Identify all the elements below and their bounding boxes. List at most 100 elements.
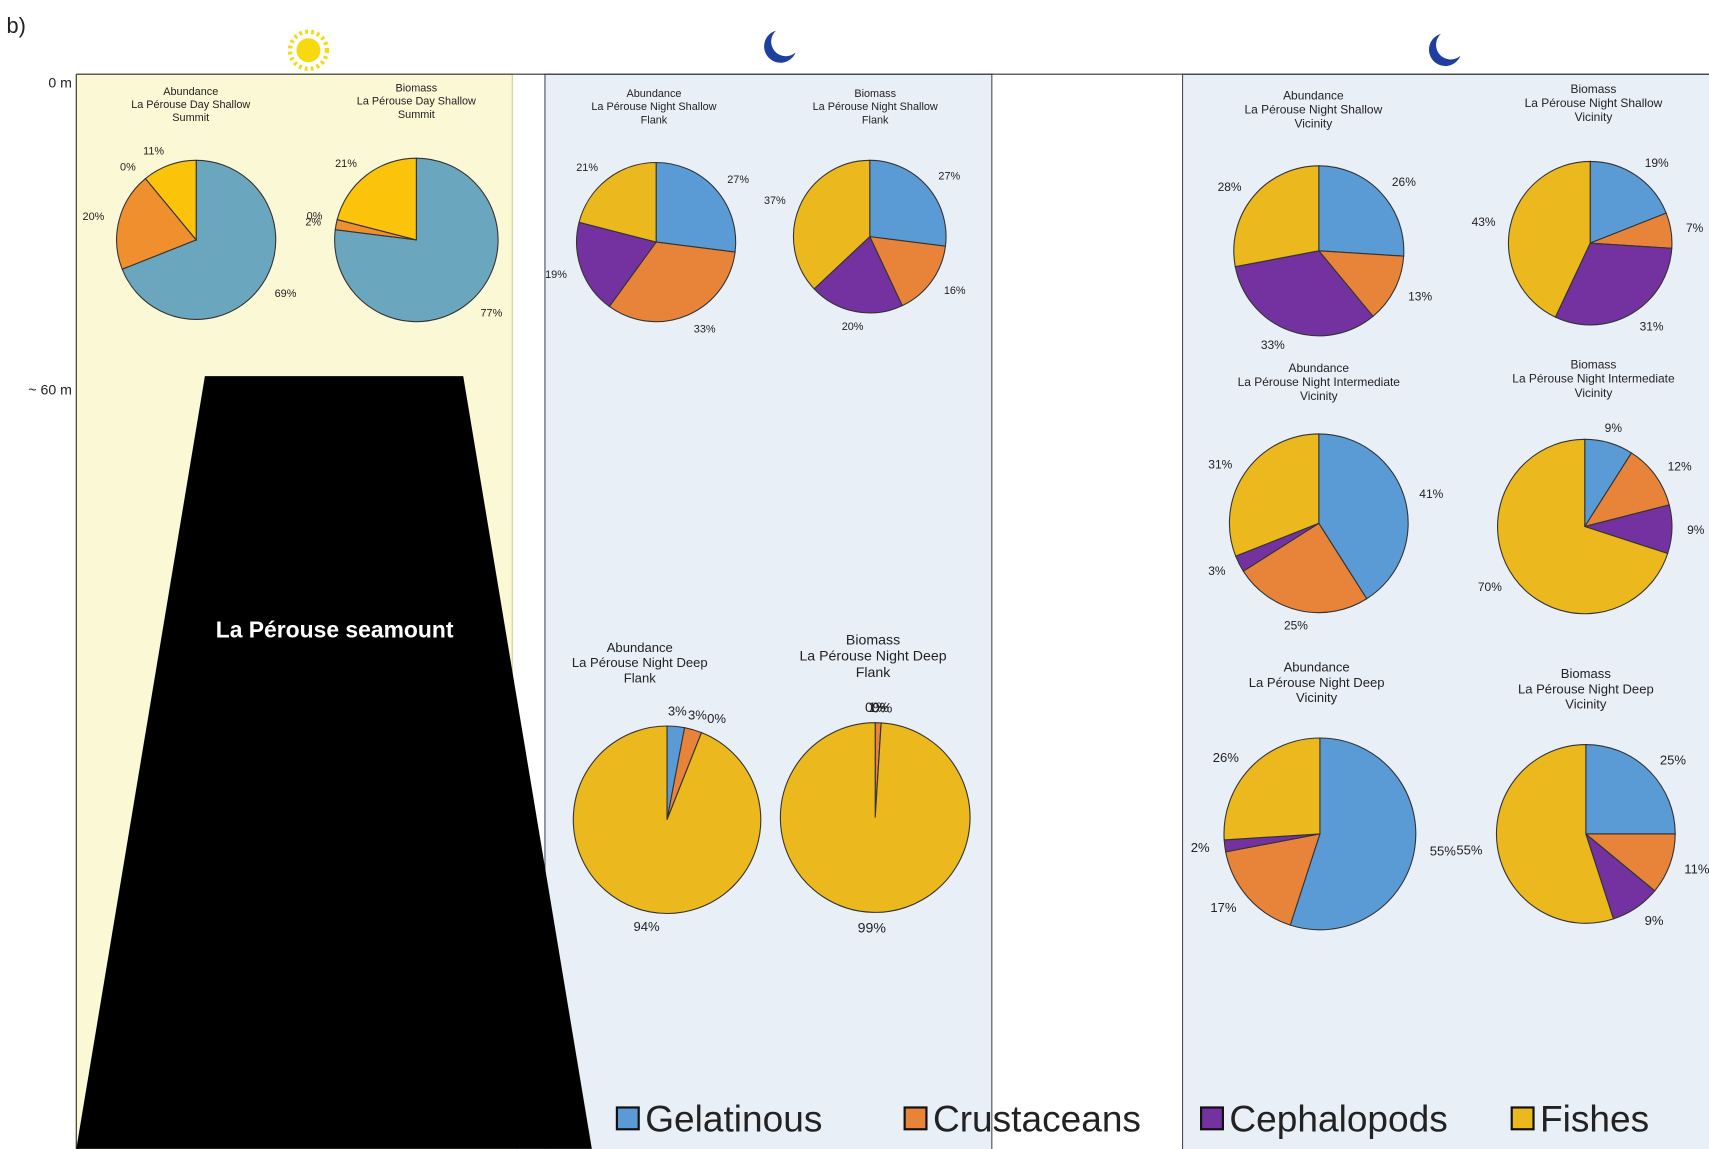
- seamount: [76, 376, 592, 1149]
- value-label: 19%: [545, 269, 567, 281]
- pie-slice: [1228, 433, 1320, 557]
- pie-title: La Pérouse Night Shallow: [1244, 102, 1382, 116]
- pie-title: Vicinity: [1295, 117, 1333, 131]
- legend-swatch: [615, 1106, 640, 1131]
- pie-slice: [336, 157, 417, 241]
- pie-title: Flank: [856, 665, 892, 681]
- value-label: 3%: [668, 704, 687, 719]
- depth-label: ~ 60 m: [28, 383, 72, 399]
- pie-title: La Pérouse Night Intermediate: [1512, 372, 1675, 386]
- pie-title: La Pérouse Night Shallow: [591, 101, 716, 113]
- legend-swatch: [1510, 1106, 1535, 1131]
- value-label: 77%: [481, 307, 503, 319]
- pie-title: Abundance: [163, 86, 218, 98]
- value-label: 0%: [872, 700, 893, 716]
- seamount-label: La Pérouse seamount: [216, 617, 454, 643]
- pie-slice: [1225, 833, 1321, 926]
- value-label: 0%: [307, 210, 323, 222]
- pie-slice: [1234, 250, 1374, 337]
- pie-slice: [1495, 743, 1615, 924]
- pie-title: La Pérouse Night Deep: [799, 649, 946, 665]
- pie-slice: [655, 161, 737, 253]
- value-label: 33%: [694, 324, 716, 336]
- panel-label: b): [7, 13, 26, 38]
- pie-title: La Pérouse Night Intermediate: [1238, 375, 1401, 389]
- value-label: 0%: [865, 700, 886, 716]
- value-label: 19%: [1645, 156, 1669, 170]
- pie-slice: [1583, 452, 1670, 528]
- value-label: 70%: [1478, 580, 1502, 594]
- pie-slice: [1289, 737, 1417, 931]
- pie-title: Biomass: [1561, 666, 1612, 681]
- pie-title: Summit: [398, 109, 435, 121]
- legend-label: Cephalopods: [1229, 1097, 1447, 1139]
- value-label: 99%: [858, 920, 887, 936]
- pie-slice: [144, 159, 197, 242]
- pie-title: Abundance: [607, 640, 673, 655]
- legend-label: Gelatinous: [645, 1097, 822, 1139]
- pie-title: La Pérouse Night Deep: [1518, 681, 1654, 696]
- pie-slice: [116, 177, 198, 270]
- legend-label: Crustaceans: [933, 1097, 1141, 1139]
- pie-slice: [1233, 165, 1320, 268]
- pie-slice: [1554, 242, 1673, 326]
- pie-title: La Pérouse Day Shallow: [357, 96, 476, 108]
- value-label: 13%: [1408, 289, 1432, 303]
- pie-title: Biomass: [854, 88, 896, 100]
- value-label: 21%: [576, 162, 598, 174]
- pie-title: La Pérouse Night Deep: [1249, 675, 1385, 690]
- pie-slice: [576, 221, 658, 308]
- pie-title: Abundance: [1289, 361, 1350, 375]
- value-label: 26%: [1213, 750, 1240, 765]
- moon-icon: [764, 30, 796, 63]
- value-label: 31%: [1208, 457, 1232, 471]
- pie-title: Vicinity: [1575, 386, 1613, 400]
- legend-label: Fishes: [1540, 1097, 1649, 1139]
- pie-title: Vicinity: [1300, 389, 1338, 403]
- pie-slice: [1318, 165, 1405, 257]
- value-label: 3%: [688, 707, 707, 722]
- pie-slice: [868, 235, 947, 307]
- moon-icon: [1428, 33, 1461, 66]
- legend-swatch: [1200, 1106, 1224, 1131]
- pie-title: Vicinity: [1565, 697, 1607, 712]
- pie-title: Abundance: [1283, 88, 1344, 102]
- pie-title: Flank: [641, 114, 668, 126]
- value-label: 27%: [727, 174, 749, 186]
- legend-swatch: [903, 1106, 928, 1131]
- sun-icon: [287, 29, 330, 71]
- pie-title: Summit: [172, 112, 209, 124]
- pie-title: Vicinity: [1296, 690, 1338, 705]
- pie-title: Biomass: [395, 83, 437, 95]
- value-label: 55%: [1430, 844, 1457, 859]
- pie-title: Flank: [624, 670, 656, 685]
- pie-title: Abundance: [626, 88, 681, 100]
- value-label: 26%: [1392, 175, 1416, 189]
- pie-slice: [1223, 737, 1321, 841]
- value-label: 16%: [944, 285, 966, 297]
- value-label: 9%: [1645, 913, 1664, 928]
- pie-slice: [813, 235, 903, 314]
- value-label: 12%: [1668, 459, 1692, 473]
- value-label: 1%: [868, 700, 889, 716]
- value-label: 33%: [1261, 338, 1285, 352]
- value-label: 31%: [1640, 320, 1664, 334]
- pie-title: La Pérouse Night Deep: [572, 655, 708, 670]
- value-label: 43%: [1472, 215, 1496, 229]
- pie-slice: [1585, 743, 1676, 835]
- value-label: 25%: [1660, 752, 1687, 767]
- pie-slice: [792, 159, 871, 290]
- value-label: 21%: [335, 158, 357, 170]
- pie-slice: [1497, 438, 1669, 615]
- pie-slice: [1317, 250, 1405, 318]
- value-label: 69%: [275, 288, 297, 300]
- value-label: 2%: [305, 216, 321, 228]
- value-label: 0%: [707, 711, 726, 726]
- value-label: 0%: [120, 161, 136, 173]
- value-label: 11%: [1684, 862, 1709, 877]
- value-label: 25%: [1284, 618, 1308, 632]
- value-label: 20%: [83, 211, 105, 223]
- value-label: 2%: [1191, 840, 1210, 855]
